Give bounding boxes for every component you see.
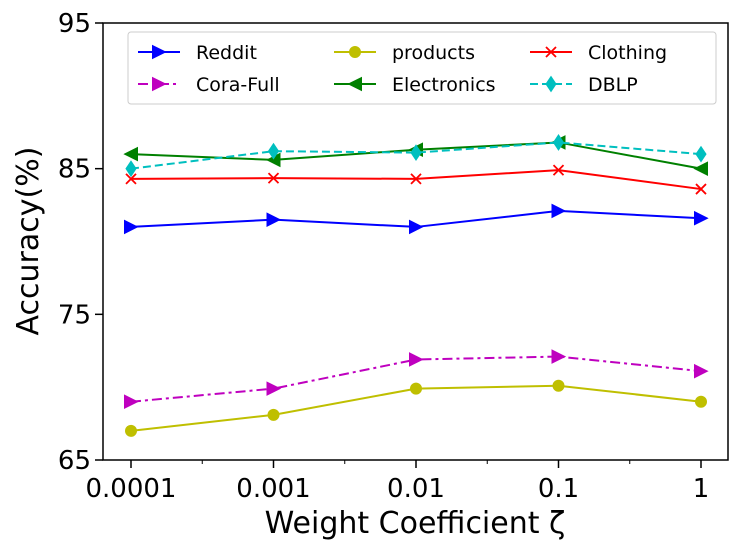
x-tick-label: 0.001 <box>236 474 310 504</box>
series-cora-full <box>124 349 709 410</box>
marker-point <box>695 395 707 408</box>
legend-box <box>127 31 717 105</box>
axis-tick-labels: 0.0001 0.001 0.01 0.1 1 65 75 85 95 <box>58 9 709 504</box>
marker-point <box>123 146 138 162</box>
marker-point <box>124 219 139 235</box>
legend-entry: Electronics <box>334 74 496 96</box>
marker-point <box>349 46 361 58</box>
marker-point <box>694 363 709 379</box>
y-tick-label: 65 <box>58 446 91 476</box>
marker-point <box>266 381 282 396</box>
marker-point <box>125 160 137 178</box>
marker-point <box>552 164 565 176</box>
marker-point <box>124 394 139 410</box>
legend-entry: DBLP <box>530 74 638 96</box>
marker-point <box>545 46 557 58</box>
series-clothing <box>125 164 707 195</box>
y-tick-label: 75 <box>58 300 91 330</box>
x-tick-label: 0.1 <box>538 474 579 504</box>
series-products <box>125 379 707 437</box>
legend-label: DBLP <box>588 74 638 96</box>
marker-point <box>267 142 280 160</box>
marker-point <box>409 219 424 235</box>
legend-entry: Cora-Full <box>138 74 280 96</box>
y-tick-label: 85 <box>58 155 91 185</box>
marker-point <box>552 379 565 392</box>
legend-entry: Reddit <box>138 42 257 64</box>
x-tick-label: 0.0001 <box>86 474 177 504</box>
marker-point <box>694 210 709 226</box>
legend-entry: Clothing <box>530 42 667 64</box>
marker-point <box>267 172 280 184</box>
marker-point <box>545 75 557 93</box>
legend: Reddit products Clothing Cora-Full Electroni… <box>127 31 717 105</box>
marker-point <box>551 203 567 219</box>
x-axis-label: Weight Coefficient ζ <box>265 506 566 541</box>
marker-point <box>125 173 137 185</box>
axis-ticks <box>95 22 702 468</box>
legend-label: Clothing <box>588 42 667 64</box>
marker-point <box>693 161 708 176</box>
legend-label: products <box>392 42 475 64</box>
y-axis-label: Accuracy(%) <box>11 147 46 336</box>
marker-point <box>267 408 280 421</box>
series-layer <box>123 134 709 437</box>
legend-label: Electronics <box>392 74 496 96</box>
legend-label: Cora-Full <box>196 74 280 96</box>
marker-point <box>552 134 565 151</box>
marker-point <box>410 173 422 185</box>
marker-point <box>410 382 422 395</box>
legend-entry: products <box>334 42 475 64</box>
legend-label: Reddit <box>196 42 257 64</box>
marker-point <box>695 183 707 195</box>
y-tick-label: 95 <box>58 9 91 39</box>
marker-point <box>266 212 282 227</box>
x-tick-label: 1 <box>693 474 710 504</box>
marker-point <box>347 76 362 92</box>
marker-point <box>551 349 567 364</box>
marker-point <box>695 145 707 163</box>
marker-point <box>410 144 422 162</box>
marker-point <box>152 76 167 92</box>
series-reddit <box>124 203 709 235</box>
series-dblp <box>125 134 707 178</box>
x-tick-label: 0.01 <box>387 474 445 504</box>
marker-point <box>125 424 137 437</box>
marker-point <box>152 44 167 60</box>
marker-point <box>409 352 424 367</box>
